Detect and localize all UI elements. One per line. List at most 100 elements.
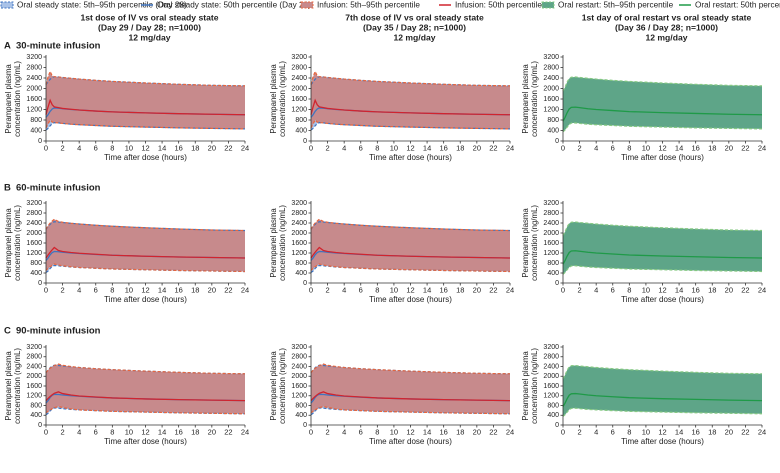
y-axis-label: concentration (ng/mL) [278,61,287,137]
band-area [311,219,510,272]
x-tick-label: 14 [158,427,166,436]
y-tick-label: 3200 [291,54,307,61]
y-tick-label: 3200 [543,344,559,351]
x-tick-label: 22 [489,427,497,436]
x-tick-label: 24 [758,143,766,152]
y-tick-label: 2000 [26,230,42,237]
y-tick-label: 2000 [543,230,559,237]
y-tick-label: 400 [30,127,42,134]
band-edge [310,405,511,415]
legend-label: Infusion: 50th percentile [455,1,542,10]
x-tick-label: 0 [44,143,48,152]
x-tick-label: 14 [423,143,431,152]
median-line [45,391,246,402]
y-tick-label: 1200 [26,106,42,113]
y-axis-label: Perampanel plasma [269,64,278,134]
row-title: 30-minute infusion [16,41,101,52]
x-tick-label: 14 [675,427,683,436]
x-tick-label: 8 [375,285,379,294]
x-tick-label: 0 [44,427,48,436]
x-tick-label: 4 [342,285,346,294]
y-tick-label: 2400 [291,220,307,227]
x-tick-label: 10 [125,285,133,294]
median-line [310,391,511,402]
x-tick-label: 18 [456,427,464,436]
x-tick-label: 10 [125,143,133,152]
y-axis-label: Perampanel plasma [4,351,13,421]
x-axis-label: Time after dose (hours) [369,295,452,304]
x-tick-label: 8 [375,427,379,436]
x-tick-label: 2 [577,143,581,152]
y-tick-label: 1600 [543,240,559,247]
x-tick-label: 18 [191,143,199,152]
y-tick-label: 2000 [291,85,307,92]
y-tick-label: 0 [555,280,559,287]
y-tick-label: 2800 [291,354,307,361]
y-tick-label: 400 [547,127,559,134]
x-tick-label: 24 [506,427,514,436]
x-tick-label: 2 [60,285,64,294]
x-tick-label: 14 [158,143,166,152]
x-tick-label: 20 [725,427,733,436]
y-tick-label: 0 [303,422,307,429]
x-tick-label: 20 [725,143,733,152]
legend-swatch [0,1,14,9]
x-tick-label: 22 [224,285,232,294]
band-edge [562,407,763,417]
y-tick-label: 400 [30,412,42,419]
x-tick-label: 0 [309,143,313,152]
x-tick-label: 16 [439,427,447,436]
band-edge [310,69,511,87]
band-edge [310,76,511,87]
x-axis-label: Time after dose (hours) [621,295,704,304]
x-tick-label: 4 [342,427,346,436]
x-tick-label: 22 [741,143,749,152]
x-tick-label: 6 [611,285,615,294]
x-tick-label: 0 [561,427,565,436]
y-tick-label: 2000 [543,85,559,92]
band-area [46,364,245,414]
y-tick-label: 3200 [26,54,42,61]
y-axis-label: Perampanel plasma [4,64,13,134]
x-tick-label: 22 [489,143,497,152]
y-tick-label: 0 [303,280,307,287]
legend-label: Oral restart: 50th percentile [695,1,780,10]
y-tick-label: 2000 [26,373,42,380]
y-tick-label: 3200 [291,200,307,207]
y-tick-label: 800 [295,260,307,267]
band-edge [45,263,246,273]
y-tick-label: 1200 [291,106,307,113]
band-edge [310,363,511,375]
y-tick-label: 1200 [291,393,307,400]
x-tick-label: 2 [60,427,64,436]
x-tick-label: 4 [77,143,81,152]
y-tick-label: 2800 [26,64,42,71]
x-tick-label: 12 [658,285,666,294]
x-tick-label: 24 [241,285,249,294]
y-tick-label: 400 [547,270,559,277]
column-title: (Day 29 / Day 28; n=1000) [98,22,201,32]
column-title: 12 mg/day [645,32,687,42]
band-edge [45,405,246,415]
y-tick-label: 2800 [543,210,559,217]
x-tick-label: 10 [390,285,398,294]
y-axis-label: concentration (ng/mL) [278,205,287,281]
band-edge [45,69,246,87]
x-tick-label: 8 [110,427,114,436]
median-line [310,98,511,116]
y-tick-label: 2400 [291,75,307,82]
y-tick-label: 2800 [543,64,559,71]
y-tick-label: 1600 [543,96,559,103]
band-area [46,219,245,272]
x-tick-label: 4 [594,427,598,436]
x-tick-label: 4 [594,285,598,294]
x-tick-label: 10 [390,427,398,436]
band-edge [45,363,246,375]
x-tick-label: 22 [741,285,749,294]
legend-label: Oral steady state: 50th percentile (Day … [157,1,311,10]
row-title: 60-minute infusion [16,183,101,194]
